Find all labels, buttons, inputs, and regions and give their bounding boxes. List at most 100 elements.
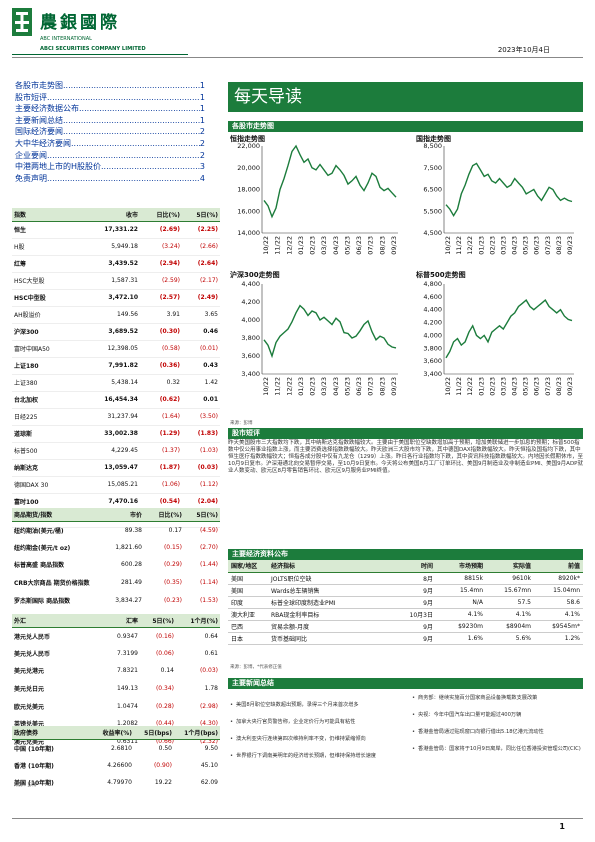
table-cell: 美国 bbox=[228, 572, 268, 585]
y-tick-label: 4,400 bbox=[423, 306, 442, 314]
x-tick-label: 09/23 bbox=[390, 377, 398, 396]
table-cell: (0.23) bbox=[163, 596, 182, 604]
chart-title-spx: 标普500走势图 bbox=[416, 271, 466, 279]
table-cell: 1.2% bbox=[534, 632, 583, 645]
econ-data-table: 国家/地区 经济指标 时间 市场预期 实际值 前值 美国 JOLTS职位空缺 8月 8815k 96… bbox=[228, 560, 583, 645]
table-cell: (2.17) bbox=[182, 272, 220, 290]
y-tick-label: 6,500 bbox=[423, 186, 442, 194]
table-cell: 上证380 bbox=[12, 374, 82, 392]
x-tick-label: 04/23 bbox=[332, 236, 340, 255]
x-tick-label: 06/23 bbox=[533, 377, 541, 396]
table-cell: 1.78 bbox=[204, 685, 218, 693]
table-cell: 4,229.45 bbox=[82, 442, 140, 460]
table-cell: 3.65 bbox=[182, 306, 220, 324]
news-item: • 香港金管局：国家将于10月9日离岸，同比任位香港投资管理公司(CIC) bbox=[412, 746, 582, 753]
toc-item[interactable]: 主要经济数据公布 1 bbox=[15, 103, 205, 115]
table-header-row: 政府债券 收益率(%) 5日(bps) 1个月(bps) bbox=[12, 726, 220, 740]
table-cell: (2.94) bbox=[140, 255, 182, 273]
y-tick-label: 3,600 bbox=[241, 352, 260, 360]
x-tick-label: 01/23 bbox=[297, 377, 305, 396]
table-cell: (2.64) bbox=[182, 255, 220, 273]
table-cell: AH股溢价 bbox=[12, 306, 82, 324]
table-cell: 港元兑人民币 bbox=[14, 633, 51, 641]
table-cell: (1.12) bbox=[182, 476, 220, 494]
toc-item-label: 中港两地上市的H股股价 bbox=[15, 162, 102, 172]
table-cell: (1.87) bbox=[140, 459, 182, 477]
table-row: 英镑兑美元 1.2082 (0.44) (4.30) bbox=[12, 715, 220, 733]
table-cell: 19.22 bbox=[154, 779, 172, 787]
toc-item[interactable]: 国际经济要闻 2 bbox=[15, 126, 205, 138]
table-cell: 12,398.05 bbox=[82, 340, 140, 358]
x-tick-label: 03/23 bbox=[499, 236, 507, 255]
toc-item[interactable]: 股市短评 1 bbox=[15, 92, 205, 104]
column-header: 1个月(%) bbox=[176, 614, 220, 628]
bullet-icon: • bbox=[412, 695, 416, 701]
bullet-icon: • bbox=[230, 753, 234, 759]
table-row: 标普高盛 商品指数 600.28 (0.29) (1.44) bbox=[12, 556, 220, 574]
table-cell: 1.2082 bbox=[117, 720, 138, 728]
indices-table: 指数 收市 日比(%) 5日(%) 恒生 17,331.22 (2.69) (2.25) H股 5… bbox=[12, 208, 220, 528]
table-cell: 罗杰斯国际 商品指数 bbox=[14, 597, 71, 605]
column-header: 5日(bps) bbox=[134, 726, 174, 740]
x-tick-label: 11/22 bbox=[455, 236, 463, 255]
toc-item-label: 国际经济要闻 bbox=[15, 127, 63, 137]
news-left-column: • 美国8月职位空缺数超出预期，录得三个月来首次增多 • 加拿大央行官员警告称，企业定… bbox=[230, 702, 400, 770]
table-row: CRB大宗商品 期货价格指数 281.49 (0.35) (1.14) bbox=[12, 574, 220, 592]
table-cell: 4.79970 bbox=[107, 779, 132, 787]
toc-item[interactable]: 企业要闻 2 bbox=[15, 150, 205, 162]
market-comment-text: 昨天美国股市三大指数均下跌，其中纳斯达克指数跌幅较大。主要由于美国职位空缺数增加… bbox=[228, 440, 584, 474]
x-tick-label: 06/23 bbox=[533, 236, 541, 255]
table-row: 上证380 5,438.14 0.32 1.42 bbox=[12, 374, 220, 392]
toc-item[interactable]: 中港两地上市的H股股价 3 bbox=[15, 161, 205, 173]
table-cell: 62.09 bbox=[200, 779, 218, 787]
news-text: 央视：今年中国汽车出口量可能超过400万辆 bbox=[418, 712, 522, 718]
table-row: H股 5,949.18 (3.24) (2.66) bbox=[12, 238, 220, 256]
x-tick-label: 01/23 bbox=[477, 377, 485, 396]
table-cell: 货币基础同比 bbox=[268, 632, 388, 645]
column-header: 日比(%) bbox=[140, 208, 182, 222]
y-tick-label: 4,000 bbox=[423, 331, 442, 339]
toc-item[interactable]: 免责声明 4 bbox=[15, 173, 205, 185]
y-tick-label: 3,400 bbox=[423, 370, 442, 378]
toc-item-page: 2 bbox=[199, 127, 205, 137]
toc-item[interactable]: 各股市走势图 1 bbox=[15, 80, 205, 92]
table-row: 德国DAX 30 15,085.21 (1.06) (1.12) bbox=[12, 476, 220, 494]
x-tick-label: 12/22 bbox=[466, 236, 474, 255]
news-text: 澳大利亚央行连续第四次维持利率不变，仍维持紧缩倾向 bbox=[236, 736, 366, 742]
table-row: 纽约期油(美元/桶) 89.38 0.17 (4.59) bbox=[12, 521, 220, 539]
table-header-row: 商品期货/指数 市价 日比(%) 5日(%) bbox=[12, 508, 220, 522]
table-cell: JOLTS职位空缺 bbox=[268, 572, 388, 585]
y-tick-label: 18,000 bbox=[237, 186, 260, 194]
x-tick-label: 02/23 bbox=[309, 377, 317, 396]
toc-leader-dots bbox=[71, 138, 200, 150]
table-cell: 贸易余额-月度 bbox=[268, 620, 388, 633]
x-tick-label: 07/23 bbox=[544, 236, 552, 255]
table-cell: H股 bbox=[12, 238, 82, 256]
table-cell: 澳大利亚 bbox=[228, 608, 268, 621]
y-tick-label: 3,800 bbox=[241, 334, 260, 342]
table-cell: (0.58) bbox=[140, 340, 182, 358]
table-cell: 7.3199 bbox=[117, 649, 138, 657]
table-cell: 1,821.60 bbox=[115, 543, 142, 551]
news-item: • 央视：今年中国汽车出口量可能超过400万辆 bbox=[412, 712, 582, 719]
column-header: 收市 bbox=[82, 208, 140, 222]
table-cell: 8920k* bbox=[534, 572, 583, 585]
y-tick-label: 3,400 bbox=[241, 370, 260, 378]
toc-item[interactable]: 主要新闻总结 1 bbox=[15, 115, 205, 127]
bullet-icon: • bbox=[230, 702, 234, 708]
toc-leader-dots bbox=[63, 115, 200, 127]
x-tick-label: 09/23 bbox=[390, 236, 398, 255]
column-header: 1个月(bps) bbox=[174, 726, 220, 740]
bonds-source: 来源：彭博 bbox=[14, 783, 37, 788]
table-cell: 45.10 bbox=[200, 761, 218, 769]
toc-item[interactable]: 大中华经济要闻 2 bbox=[15, 138, 205, 150]
series-line bbox=[263, 144, 397, 219]
table-cell: (0.16) bbox=[155, 632, 174, 640]
report-date: 2023年10月4日 bbox=[497, 46, 550, 54]
x-tick-label: 08/23 bbox=[555, 377, 563, 396]
toc-item-page: 3 bbox=[199, 162, 205, 172]
column-header: 外汇 bbox=[12, 614, 94, 628]
table-row: 香港 (10年期) 4.26600 (0.90) 45.10 bbox=[12, 757, 220, 775]
table-cell: $9545m* bbox=[534, 620, 583, 633]
table-cell: 58.6 bbox=[534, 596, 583, 609]
